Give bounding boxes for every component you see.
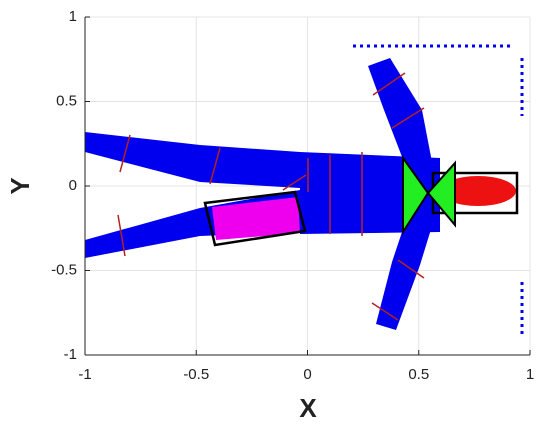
y-axis-title: Y: [5, 177, 35, 194]
segment-line: [371, 302, 399, 321]
x-tick-label: -1: [78, 366, 91, 383]
x-tick-label: 0.5: [408, 366, 429, 383]
x-axis-title: X: [299, 393, 317, 423]
segment-line: [391, 107, 425, 129]
leg-upper: [85, 132, 300, 188]
stray-points: [353, 44, 524, 336]
y-tick-label: 0: [69, 177, 77, 194]
y-tick-label: 0.5: [56, 92, 77, 109]
body-figure: [85, 44, 524, 336]
x-tick-label: 0: [303, 366, 311, 383]
segment-line: [209, 147, 221, 185]
segment-line: [117, 214, 126, 257]
segment-line: [397, 259, 425, 279]
segment-line: [372, 72, 406, 96]
arm-upper: [368, 58, 432, 162]
y-tick-label: 1: [69, 8, 77, 25]
x-tick-label: -0.5: [183, 366, 209, 383]
head: [440, 176, 516, 206]
magenta-region: [212, 197, 300, 240]
y-tick-label: -1: [64, 346, 77, 363]
arm-lower: [376, 226, 432, 330]
segment-line: [282, 174, 307, 191]
torso-box: [203, 190, 307, 247]
neck-hourglass: [402, 154, 456, 236]
y-tick-label: -0.5: [51, 261, 77, 278]
x-tick-label: 1: [526, 366, 534, 383]
segment-line: [119, 134, 131, 173]
segment-lines: [117, 72, 425, 321]
